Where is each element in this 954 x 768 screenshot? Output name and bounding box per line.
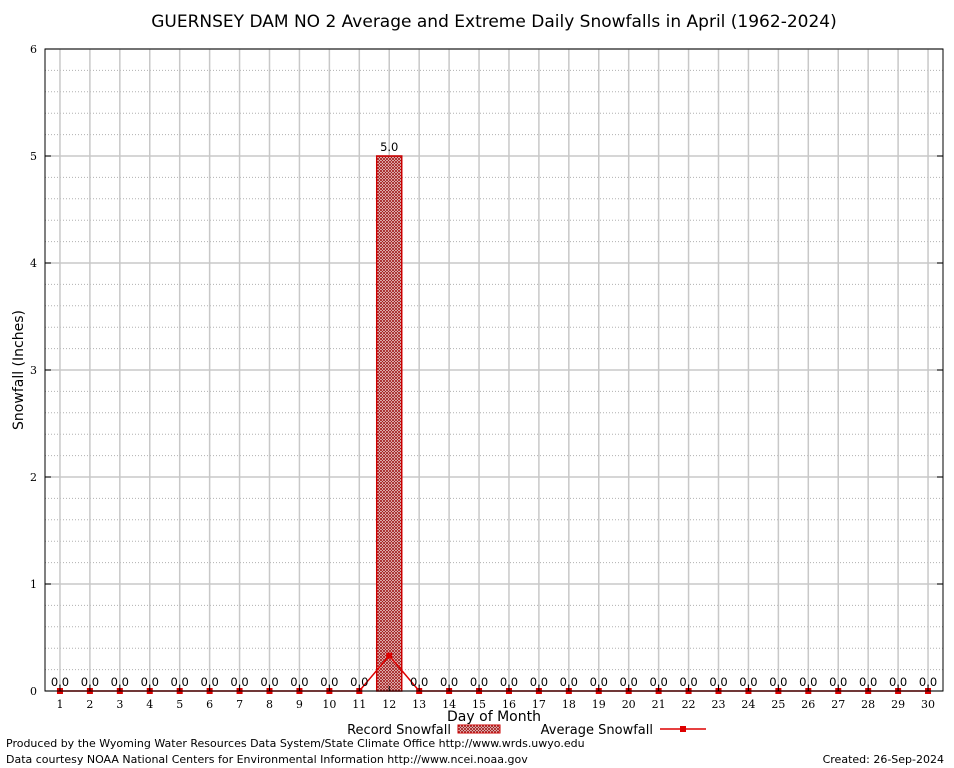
x-tick-label: 22 xyxy=(682,698,696,711)
record-value-label: 0.0 xyxy=(799,675,817,689)
record-value-label: 0.0 xyxy=(81,675,99,689)
x-tick-label: 29 xyxy=(891,698,905,711)
x-tick-label: 30 xyxy=(921,698,935,711)
y-tick-label: 3 xyxy=(30,364,37,377)
x-tick-label: 6 xyxy=(206,698,213,711)
x-tick-label: 18 xyxy=(562,698,576,711)
legend-average-marker xyxy=(680,726,686,732)
record-value-label: 0.0 xyxy=(410,675,428,689)
record-value-label: 0.0 xyxy=(590,675,608,689)
x-tick-label: 4 xyxy=(146,698,153,711)
y-axis-title: Snowfall (Inches) xyxy=(11,310,27,430)
x-tick-label: 8 xyxy=(266,698,273,711)
grid xyxy=(45,48,943,692)
x-axis-title: Day of Month xyxy=(447,709,541,725)
x-tick-label: 17 xyxy=(532,698,546,711)
record-value-label: 0.0 xyxy=(320,675,338,689)
y-tick-label: 1 xyxy=(30,578,37,591)
record-value-label: 0.0 xyxy=(769,675,787,689)
footer-courtesy: Data courtesy NOAA National Centers for … xyxy=(6,753,528,766)
record-value-label: 0.0 xyxy=(649,675,667,689)
record-bars xyxy=(375,155,403,692)
record-value-label: 0.0 xyxy=(679,675,697,689)
y-tick-label: 0 xyxy=(30,685,37,698)
record-value-label: 0.0 xyxy=(739,675,757,689)
x-tick-label: 5 xyxy=(176,698,183,711)
record-value-label: 0.0 xyxy=(500,675,518,689)
x-tick-label: 21 xyxy=(652,698,666,711)
x-tick-label: 28 xyxy=(861,698,875,711)
record-bar xyxy=(375,155,403,692)
record-value-label: 0.0 xyxy=(859,675,877,689)
record-value-label: 0.0 xyxy=(470,675,488,689)
record-value-label: 0.0 xyxy=(620,675,638,689)
legend-record-swatch xyxy=(457,724,501,734)
plot-frame xyxy=(44,48,944,692)
record-value-label: 0.0 xyxy=(889,675,907,689)
x-tick-label: 19 xyxy=(592,698,606,711)
record-value-label: 0.0 xyxy=(560,675,578,689)
record-value-label: 0.0 xyxy=(290,675,308,689)
footer-created: Created: 26-Sep-2024 xyxy=(823,753,944,766)
record-value-label: 0.0 xyxy=(111,675,129,689)
record-value-label: 0.0 xyxy=(51,675,69,689)
average-marker xyxy=(386,652,393,659)
record-value-label: 0.0 xyxy=(829,675,847,689)
record-value-label: 0.0 xyxy=(709,675,727,689)
y-tick-label: 6 xyxy=(30,43,37,56)
record-value-label: 0.0 xyxy=(171,675,189,689)
x-tick-label: 27 xyxy=(831,698,845,711)
record-value-label: 0.0 xyxy=(200,675,218,689)
record-value-label: 0.0 xyxy=(230,675,248,689)
x-tick-label: 26 xyxy=(801,698,815,711)
record-value-label: 0.0 xyxy=(141,675,159,689)
footer-produced-by: Produced by the Wyoming Water Resources … xyxy=(6,737,585,750)
data-labels: 0.0 0.0 0.0 0.0 0.0 0.0 0.0 0.0 0.0 0.0 0.0 5.0 0.0 0… xyxy=(51,140,937,689)
x-tick-label: 24 xyxy=(741,698,755,711)
record-value-label: 5.0 xyxy=(380,140,398,154)
record-value-label: 0.0 xyxy=(919,675,937,689)
x-tick-label: 13 xyxy=(412,698,426,711)
x-tick-label: 25 xyxy=(771,698,785,711)
y-tick-label: 2 xyxy=(30,471,37,484)
x-tick-label: 23 xyxy=(712,698,726,711)
record-value-label: 0.0 xyxy=(260,675,278,689)
x-tick-label: 2 xyxy=(86,698,93,711)
record-value-label: 0.0 xyxy=(350,675,368,689)
legend: Record Snowfall Average Snowfall xyxy=(347,723,706,738)
x-tick-label: 3 xyxy=(116,698,123,711)
x-tick-label: 1 xyxy=(56,698,63,711)
x-tick-label: 15 xyxy=(472,698,486,711)
x-tick-label: 9 xyxy=(296,698,303,711)
x-tick-label: 16 xyxy=(502,698,516,711)
x-tick-label: 11 xyxy=(352,698,366,711)
average-polyline xyxy=(59,654,929,692)
legend-record-label: Record Snowfall xyxy=(347,723,451,738)
x-tick-label: 10 xyxy=(322,698,336,711)
x-tick-label: 14 xyxy=(442,698,456,711)
record-value-label: 0.0 xyxy=(440,675,458,689)
x-tick-label: 12 xyxy=(382,698,396,711)
chart-title: GUERNSEY DAM NO 2 Average and Extreme Da… xyxy=(151,12,836,32)
x-tick-label: 20 xyxy=(622,698,636,711)
x-tick-label: 7 xyxy=(236,698,243,711)
record-value-label: 0.0 xyxy=(530,675,548,689)
y-tick-label: 4 xyxy=(30,257,37,270)
y-tick-label: 5 xyxy=(30,150,37,163)
legend-average-label: Average Snowfall xyxy=(541,723,653,738)
